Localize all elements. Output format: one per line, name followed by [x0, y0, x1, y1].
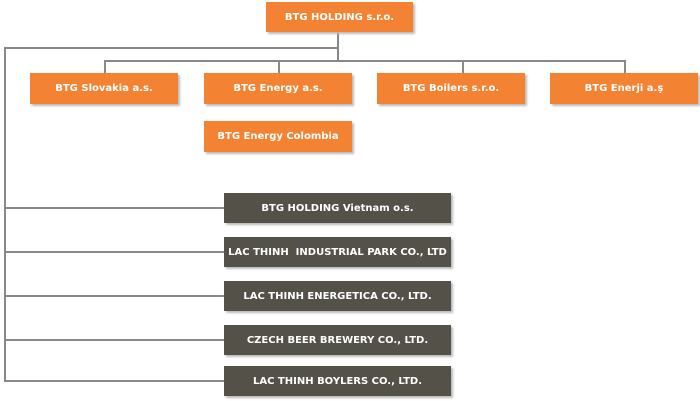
root-node: BTG HOLDING s.r.o. — [266, 2, 413, 32]
connector — [278, 60, 280, 73]
connector — [4, 339, 224, 341]
connector — [4, 47, 6, 381]
connector — [337, 32, 339, 61]
connector — [4, 47, 338, 49]
connector — [4, 380, 224, 382]
vietnam-node: LAC THINH INDUSTRIAL PARK CO., LTD — [224, 237, 451, 267]
subsidiary-node: BTG Energy a.s. — [204, 73, 352, 104]
subsidiary-node: BTG Boilers s.r.o. — [377, 73, 525, 104]
vietnam-node: CZECH BEER BREWERY CO., LTD. — [224, 325, 451, 355]
subsidiary-node: BTG Enerji a.ş — [550, 73, 698, 104]
connector — [4, 207, 224, 209]
connector — [462, 60, 464, 73]
vietnam-node: BTG HOLDING Vietnam o.s. — [224, 193, 451, 223]
vietnam-node: LAC THINH BOYLERS CO., LTD. — [224, 366, 451, 396]
connector — [4, 251, 224, 253]
colombia-node: BTG Energy Colombia — [204, 121, 352, 152]
connector — [624, 60, 626, 73]
subsidiary-node: BTG Slovakia a.s. — [30, 73, 178, 104]
vietnam-node: LAC THINH ENERGETICA CO., LTD. — [224, 281, 451, 311]
connector — [4, 295, 224, 297]
connector — [104, 60, 106, 73]
connector — [104, 60, 625, 62]
